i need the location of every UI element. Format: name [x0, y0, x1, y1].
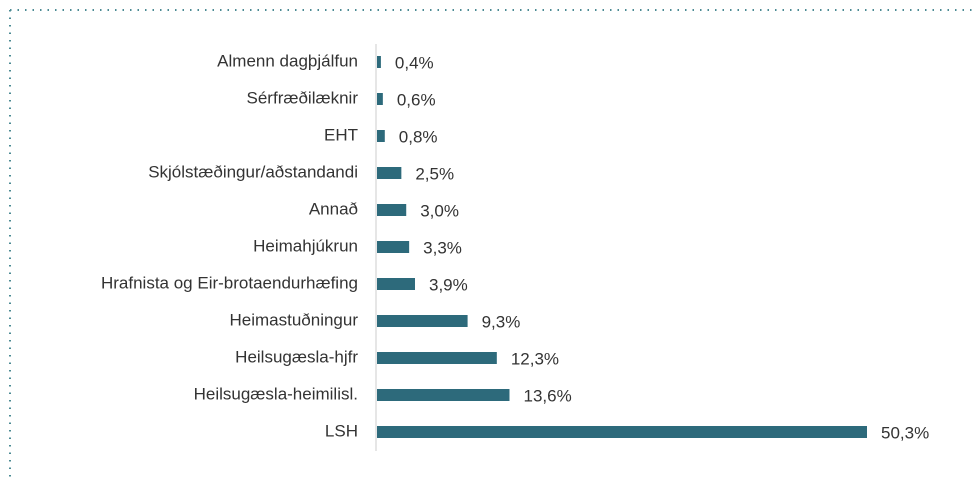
- value-label: 50,3%: [881, 423, 929, 442]
- category-label: LSH: [325, 421, 358, 440]
- category-label: Heimastuðningur: [229, 310, 358, 329]
- value-label: 0,4%: [395, 53, 434, 72]
- value-label: 3,0%: [420, 201, 459, 220]
- bar: [377, 56, 381, 68]
- value-label: 2,5%: [415, 164, 454, 183]
- bar: [377, 241, 410, 253]
- bar: [377, 130, 385, 142]
- bar: [377, 315, 468, 327]
- category-label: Skjólstæðingur/aðstandandi: [148, 162, 358, 181]
- bar: [377, 352, 497, 364]
- value-label: 0,8%: [399, 127, 438, 146]
- value-label: 12,3%: [511, 349, 559, 368]
- category-label: Heimahjúkrun: [253, 236, 358, 255]
- value-label: 13,6%: [523, 386, 571, 405]
- category-label: EHT: [324, 125, 358, 144]
- category-label: Annað: [309, 199, 358, 218]
- category-label: Hrafnista og Eir-brotaendurhæfing: [101, 273, 358, 292]
- bar: [377, 204, 407, 216]
- bar: [377, 93, 383, 105]
- category-label: Sérfræðilæknir: [247, 88, 359, 107]
- bar: [377, 167, 402, 179]
- value-label: 3,3%: [423, 238, 462, 257]
- category-label: Heilsugæsla-hjfr: [235, 347, 358, 366]
- value-label: 3,9%: [429, 275, 468, 294]
- value-label: 0,6%: [397, 90, 436, 109]
- category-label: Heilsugæsla-heimilisl.: [194, 384, 358, 403]
- bar: [377, 426, 867, 438]
- value-label: 9,3%: [482, 312, 521, 331]
- bar: [377, 278, 415, 290]
- bar: [377, 389, 510, 401]
- category-label: Almenn dagþjálfun: [217, 51, 358, 70]
